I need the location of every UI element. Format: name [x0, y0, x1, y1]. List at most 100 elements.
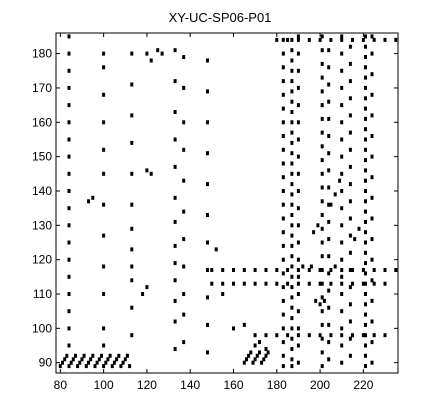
data-point — [182, 85, 186, 90]
data-point — [102, 51, 106, 56]
data-point — [364, 343, 367, 348]
data-point — [320, 130, 324, 135]
data-point — [67, 343, 71, 348]
data-point — [327, 219, 331, 224]
data-point — [89, 357, 93, 362]
data-point — [130, 305, 134, 310]
data-point — [320, 75, 324, 80]
data-point — [84, 364, 88, 369]
data-point — [296, 240, 300, 245]
plot-area — [55, 32, 399, 374]
data-point — [275, 333, 279, 338]
data-point — [320, 364, 324, 369]
data-point — [173, 110, 177, 114]
data-point — [364, 158, 367, 163]
data-point — [173, 298, 177, 303]
data-point — [364, 364, 367, 369]
data-point — [364, 116, 367, 121]
data-point — [340, 257, 344, 262]
data-point — [307, 333, 311, 338]
data-point — [286, 333, 290, 338]
data-point — [290, 48, 294, 53]
data-point — [253, 343, 257, 348]
data-point — [351, 37, 354, 42]
data-point — [320, 254, 324, 259]
data-point — [348, 336, 352, 341]
data-point — [296, 154, 300, 159]
data-point — [281, 189, 285, 193]
data-point — [296, 223, 300, 228]
data-point — [372, 333, 376, 338]
data-point — [102, 147, 106, 152]
data-point — [327, 99, 331, 104]
data-point — [102, 202, 106, 207]
data-point — [296, 120, 300, 125]
data-point — [206, 182, 209, 187]
x-tick-label: 160 — [223, 378, 243, 392]
data-point — [281, 312, 285, 317]
data-point — [327, 185, 331, 190]
data-point — [290, 336, 294, 341]
data-point — [340, 171, 344, 176]
data-point — [340, 189, 344, 193]
data-point — [348, 216, 352, 221]
data-point — [394, 37, 398, 42]
data-point — [370, 154, 374, 159]
data-point — [290, 99, 294, 104]
data-point — [281, 340, 285, 345]
data-point — [372, 37, 376, 42]
data-point — [348, 44, 352, 49]
data-point — [348, 353, 352, 358]
data-point — [290, 347, 294, 351]
data-point — [296, 189, 300, 193]
data-point — [58, 364, 62, 369]
data-point — [253, 333, 257, 338]
data-point — [361, 281, 365, 286]
data-point — [258, 350, 261, 355]
data-point — [290, 233, 294, 238]
data-point — [320, 185, 324, 190]
data-point — [258, 340, 261, 345]
data-point — [117, 353, 121, 358]
data-point — [182, 178, 186, 183]
data-point — [125, 353, 129, 358]
y-tick-label: 160 — [32, 115, 52, 129]
data-point — [130, 171, 134, 176]
data-point — [61, 360, 64, 365]
data-point — [182, 237, 186, 242]
data-point — [251, 360, 255, 365]
data-point — [394, 268, 398, 272]
data-point — [364, 353, 367, 358]
data-point — [290, 89, 294, 94]
data-point — [97, 357, 101, 362]
data-point — [173, 79, 177, 84]
data-point — [275, 37, 279, 42]
data-point — [320, 171, 324, 176]
data-point — [210, 281, 214, 286]
data-point — [264, 281, 268, 286]
data-point — [145, 285, 149, 290]
data-point — [290, 120, 294, 125]
data-point — [340, 37, 344, 42]
y-tick-label: 90 — [39, 356, 53, 370]
data-point — [320, 226, 324, 231]
data-point — [67, 364, 71, 369]
data-point — [102, 292, 106, 296]
data-point — [67, 326, 71, 331]
data-point — [173, 219, 177, 224]
data-point — [130, 51, 134, 56]
data-point — [290, 295, 294, 300]
data-point — [281, 106, 285, 111]
data-point — [182, 55, 186, 59]
data-point — [290, 151, 294, 156]
data-point — [364, 261, 367, 266]
data-point — [173, 48, 177, 53]
y-tick-label: 100 — [32, 321, 52, 335]
data-point — [340, 268, 344, 272]
data-point — [327, 116, 331, 121]
data-point — [290, 326, 294, 331]
data-point — [364, 219, 367, 224]
data-point — [340, 85, 344, 90]
data-point — [296, 326, 300, 331]
data-point — [112, 360, 116, 365]
